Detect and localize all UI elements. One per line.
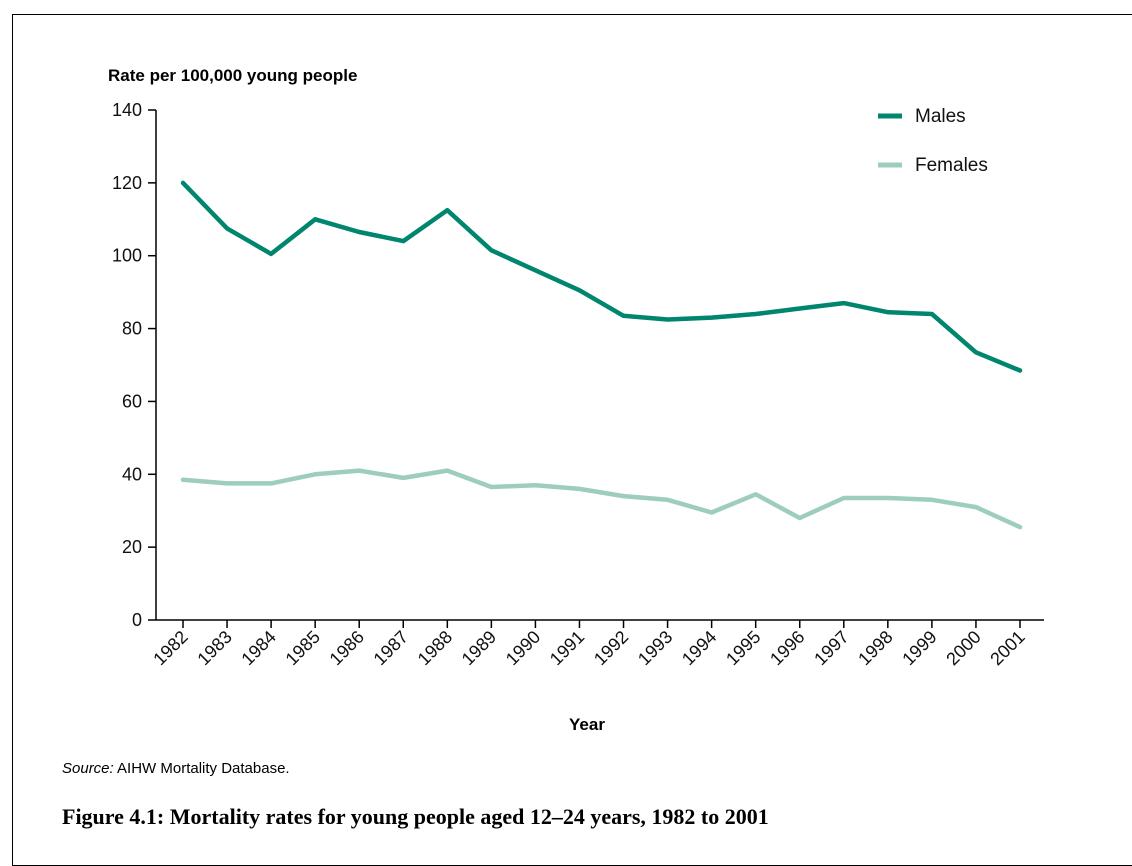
y-tick-label: 100 (112, 246, 142, 266)
x-tick-label: 1992 (590, 627, 632, 669)
source-text: AIHW Mortality Database. (113, 760, 290, 777)
y-axis-ticks: 0 20 40 60 80 100 120 140 (112, 100, 156, 630)
x-tick-label: 1985 (282, 627, 324, 669)
x-tick-label: 1993 (634, 627, 676, 669)
y-tick-label: 20 (122, 537, 142, 557)
x-axis-ticks: 1982 1983 1984 1985 1986 1987 1988 1989 1990 1991… (149, 620, 1029, 669)
x-tick-label: 1996 (766, 627, 808, 669)
y-tick-label: 140 (112, 100, 142, 120)
chart-axes (155, 110, 1044, 621)
x-tick-label: 1986 (326, 627, 368, 669)
legend-label-females: Females (915, 155, 988, 176)
x-tick-label: 2001 (986, 627, 1028, 669)
chart-legend: Males Females (878, 106, 988, 176)
x-tick-label: 1987 (370, 627, 412, 669)
y-tick-label: 60 (122, 391, 142, 411)
y-tick-label: 120 (112, 173, 142, 193)
source-label: Source: (62, 760, 114, 777)
x-tick-label: 1998 (854, 627, 896, 669)
x-tick-label: 1988 (414, 627, 456, 669)
figure-caption: Figure 4.1: Mortality rates for young pe… (62, 804, 769, 829)
x-axis-title: Year (569, 715, 605, 734)
x-tick-label: 1990 (502, 627, 544, 669)
y-tick-label: 40 (122, 464, 142, 484)
x-tick-label: 1984 (237, 627, 279, 669)
series-line-females (180, 468, 1023, 530)
legend-label-males: Males (915, 106, 966, 127)
x-tick-label: 1997 (810, 627, 852, 669)
x-tick-label: 1994 (678, 627, 720, 669)
series-line-males (180, 180, 1023, 373)
x-tick-label: 1982 (149, 627, 191, 669)
y-tick-label: 80 (122, 319, 142, 339)
source-note: Source: AIHW Mortality Database. (62, 760, 290, 777)
x-tick-label: 1991 (546, 627, 588, 669)
x-tick-label: 2000 (942, 627, 984, 669)
x-tick-label: 1989 (458, 627, 500, 669)
x-tick-label: 1983 (193, 627, 235, 669)
x-tick-label: 1999 (898, 627, 940, 669)
y-tick-label: 0 (132, 610, 142, 630)
x-tick-label: 1995 (722, 627, 764, 669)
y-axis-title: Rate per 100,000 young people (108, 66, 358, 85)
chart-series (180, 180, 1023, 530)
